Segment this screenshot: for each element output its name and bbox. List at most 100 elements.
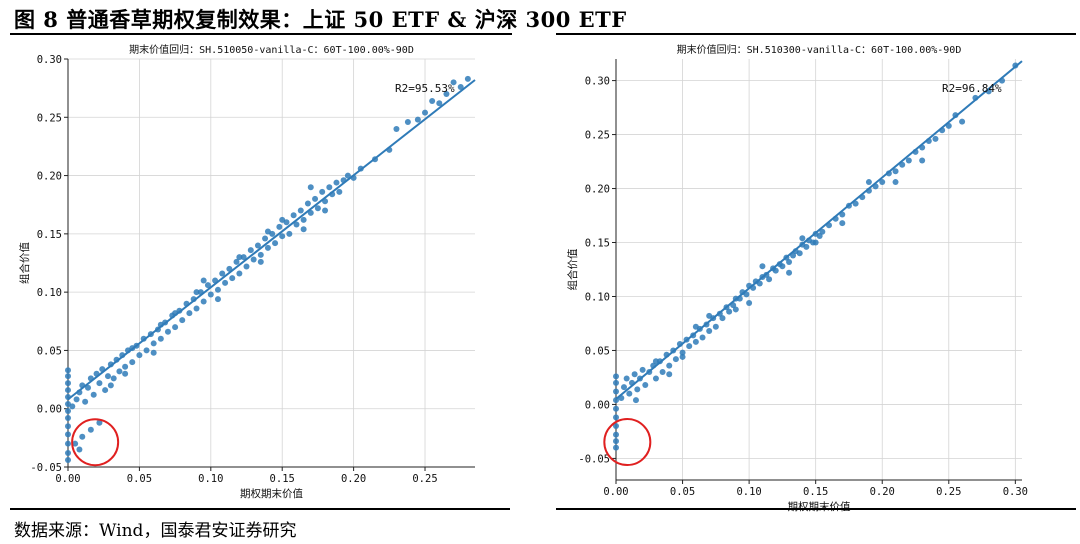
scatter-point (236, 270, 243, 277)
scatter-point (652, 375, 659, 382)
scatter-point (314, 205, 321, 212)
title-rule-left (10, 33, 512, 35)
scatter-point (796, 250, 803, 257)
scatter-point (326, 184, 333, 191)
scatter-point (293, 221, 300, 228)
scatter-point (65, 431, 71, 438)
scatter-point (65, 415, 71, 422)
y-tick-label: 0.00 (37, 404, 62, 416)
r2-annotation: R2=96.84% (942, 82, 1002, 95)
scatter-point (82, 398, 89, 405)
scatter-point (666, 371, 673, 378)
scatter-point (219, 270, 226, 277)
x-axis-label: 期权期末价值 (240, 487, 303, 500)
scatter-point (76, 446, 83, 453)
scatter-point (464, 75, 471, 82)
scatter-point (620, 384, 627, 391)
scatter-point (200, 298, 207, 305)
x-tick-label: 0.00 (603, 486, 628, 498)
scatter-point (706, 328, 713, 335)
scatter-point (799, 235, 806, 242)
scatter-point (236, 254, 243, 261)
y-tick-label: 0.15 (585, 238, 610, 250)
scatter-point (779, 263, 786, 270)
scatter-point (892, 179, 899, 186)
scatter-point (786, 258, 793, 265)
x-tick-label: 0.30 (1003, 486, 1028, 498)
scatter-point (164, 328, 171, 335)
scatter-point (279, 216, 286, 223)
scatter-point (264, 228, 271, 235)
scatter-point (639, 366, 646, 373)
y-tick-label: 0.10 (585, 291, 610, 303)
x-tick-label: 0.20 (341, 473, 366, 485)
scatter-point (756, 280, 763, 287)
scatter-point (312, 195, 319, 202)
scatter-point (959, 118, 966, 125)
scatter-point (214, 296, 221, 303)
scatter-point (666, 362, 673, 369)
scatter-point (272, 240, 279, 247)
scatter-point (759, 263, 766, 270)
y-tick-label: 0.20 (585, 184, 610, 196)
scatter-point (107, 382, 114, 389)
title-rule-right (556, 33, 1076, 35)
scatter-point (300, 216, 307, 223)
y-tick-label: 0.25 (585, 130, 610, 142)
scatter-point (393, 125, 400, 132)
scatter-point (157, 335, 164, 342)
scatter-point (457, 83, 464, 90)
x-tick-label: 0.10 (198, 473, 223, 485)
scatter-point (816, 233, 823, 240)
scatter-point (65, 457, 71, 464)
y-tick-label: 0.10 (37, 287, 62, 299)
y-axis-label: 组合价值 (566, 248, 579, 290)
scatter-point (136, 352, 143, 359)
y-tick-label: 0.05 (585, 345, 610, 357)
scatter-point (222, 279, 229, 286)
scatter-point (414, 116, 421, 123)
scatter-point (932, 135, 939, 142)
scatter-point (307, 184, 314, 191)
scatter-point (116, 368, 123, 375)
scatter-point (279, 233, 286, 240)
scatter-point (84, 384, 91, 391)
scatter-point (613, 444, 619, 451)
scatter-chart-510300: 期末价值回归：SH.510300-vanilla-C：60T-100.00%-9… (566, 43, 1028, 513)
scatter-point (692, 323, 699, 330)
scatter-point (642, 382, 649, 389)
scatter-point (150, 340, 157, 347)
y-axis-label: 组合价值 (18, 242, 31, 284)
scatter-point (613, 379, 619, 386)
chart-title: 期末价值回归：SH.510050-vanilla-C：60T-100.00%-9… (129, 43, 414, 56)
scatter-point (652, 358, 659, 365)
scatter-point (632, 397, 639, 404)
scatter-point (65, 387, 71, 394)
y-tick-label: 0.25 (37, 112, 62, 124)
chart-title: 期末价值回归：SH.510300-vanilla-C：60T-100.00%-9… (677, 43, 962, 56)
scatter-point (143, 347, 150, 354)
scatter-point (613, 431, 619, 438)
scatter-point (613, 388, 619, 395)
regression-line (615, 60, 1023, 400)
scatter-point (772, 267, 779, 274)
scatter-point (122, 363, 129, 370)
scatter-point (686, 343, 693, 350)
scatter-point (65, 423, 71, 430)
scatter-point (73, 396, 80, 403)
scatter-point (65, 408, 71, 415)
scatter-point (879, 179, 886, 186)
x-tick-label: 0.05 (670, 486, 695, 498)
scatter-point (290, 212, 297, 219)
y-tick-label: 0.20 (37, 171, 62, 183)
highlight-circle (71, 418, 120, 467)
scatter-point (229, 275, 236, 282)
scatter-point (613, 414, 619, 421)
scatter-point (65, 450, 71, 457)
scatter-point (333, 179, 340, 186)
scatter-point (613, 405, 619, 412)
scatter-point (96, 380, 103, 387)
scatter-point (276, 223, 283, 230)
scatter-point (659, 369, 666, 376)
scatter-point (626, 390, 633, 397)
